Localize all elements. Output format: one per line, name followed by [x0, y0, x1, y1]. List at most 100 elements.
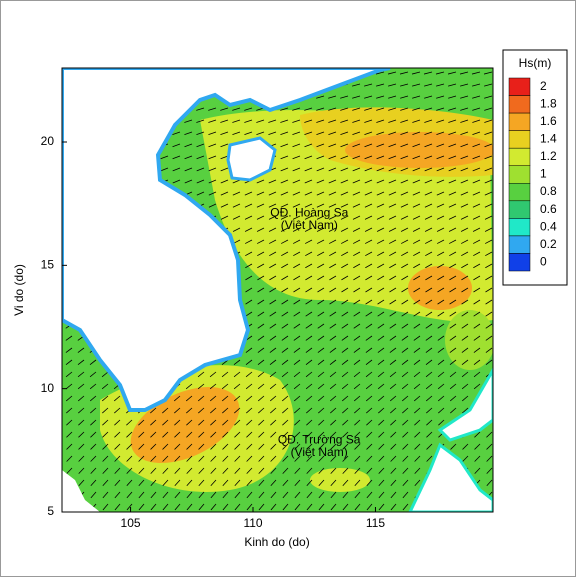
colorbar-label: 1.6 [540, 114, 557, 128]
arrow [258, 491, 265, 499]
arrow [245, 371, 253, 378]
arrow [400, 131, 409, 135]
arrow [66, 443, 73, 450]
arrow [293, 263, 301, 269]
arrow [281, 287, 289, 293]
arrow [448, 107, 457, 111]
arrow [282, 431, 289, 438]
arrow [114, 431, 121, 438]
arrow [400, 143, 409, 148]
arrow [269, 299, 277, 305]
arrow [329, 335, 337, 341]
arrow [280, 155, 289, 160]
arrow [210, 467, 217, 474]
arrow [354, 407, 361, 414]
arrow [65, 347, 73, 353]
arrow [77, 395, 85, 402]
arrow [65, 335, 73, 341]
arrow [376, 107, 385, 111]
x-tick-label: 105 [121, 516, 141, 530]
arrow [472, 203, 481, 208]
arrow [364, 215, 373, 220]
arrow [449, 287, 457, 293]
arrow [340, 143, 349, 148]
arrow [449, 323, 457, 329]
arrow [196, 107, 205, 111]
arrow [352, 179, 361, 184]
arrow [402, 479, 409, 486]
arrow [352, 155, 361, 160]
arrow [66, 419, 73, 426]
arrow [412, 83, 421, 87]
arrow [425, 263, 433, 269]
arrow [280, 179, 289, 184]
arrow [89, 395, 97, 402]
arrow [401, 275, 409, 281]
arrow [184, 119, 193, 123]
arrow [330, 407, 337, 414]
arrow [413, 335, 421, 341]
arrow [245, 311, 253, 317]
arrow [342, 467, 349, 474]
arrow [280, 143, 289, 148]
arrow [258, 407, 265, 414]
arrow [318, 431, 325, 438]
arrow [208, 155, 217, 160]
arrow [234, 443, 241, 450]
arrow [486, 443, 493, 450]
arrow [436, 227, 445, 232]
land [62, 68, 391, 412]
arrow [390, 491, 397, 499]
arrow [474, 431, 481, 438]
arrow [246, 479, 253, 486]
arrow [460, 95, 469, 99]
arrow [282, 491, 289, 499]
arrow [208, 191, 217, 196]
arrow [305, 335, 313, 341]
arrow [294, 455, 301, 462]
arrow [198, 467, 205, 474]
arrow [90, 467, 97, 474]
arrow [306, 479, 313, 486]
arrow [472, 107, 481, 111]
arrow [413, 287, 421, 293]
arrow [354, 455, 361, 462]
arrow [412, 203, 421, 208]
arrow [436, 179, 445, 184]
arrow [340, 155, 349, 160]
arrow [483, 71, 493, 75]
arrow [424, 83, 433, 87]
arrow [389, 395, 397, 402]
colorbar-swatch [508, 95, 531, 114]
arrow [256, 191, 265, 196]
arrow [305, 311, 313, 317]
arrow [342, 479, 349, 486]
arrow [401, 263, 409, 269]
arrow [474, 443, 481, 450]
arrow [186, 455, 193, 462]
arrow [376, 131, 385, 135]
arrow [220, 215, 229, 220]
arrow [461, 263, 469, 269]
arrow [484, 155, 493, 160]
arrow [138, 431, 145, 438]
arrow [352, 215, 361, 220]
arrow [220, 203, 229, 208]
arrow [352, 203, 361, 208]
arrow [472, 83, 481, 87]
arrow [317, 371, 325, 378]
arrow [174, 443, 181, 450]
arrow [366, 491, 373, 499]
arrow [352, 167, 361, 172]
land [437, 366, 493, 442]
arrow [401, 251, 409, 257]
arrow [292, 155, 301, 160]
arrow [280, 119, 289, 123]
arrow [425, 335, 433, 341]
arrow [232, 131, 241, 135]
arrow [365, 347, 373, 353]
arrow [424, 179, 433, 184]
arrow [426, 443, 433, 450]
arrow [294, 419, 301, 426]
arrow [486, 467, 493, 474]
